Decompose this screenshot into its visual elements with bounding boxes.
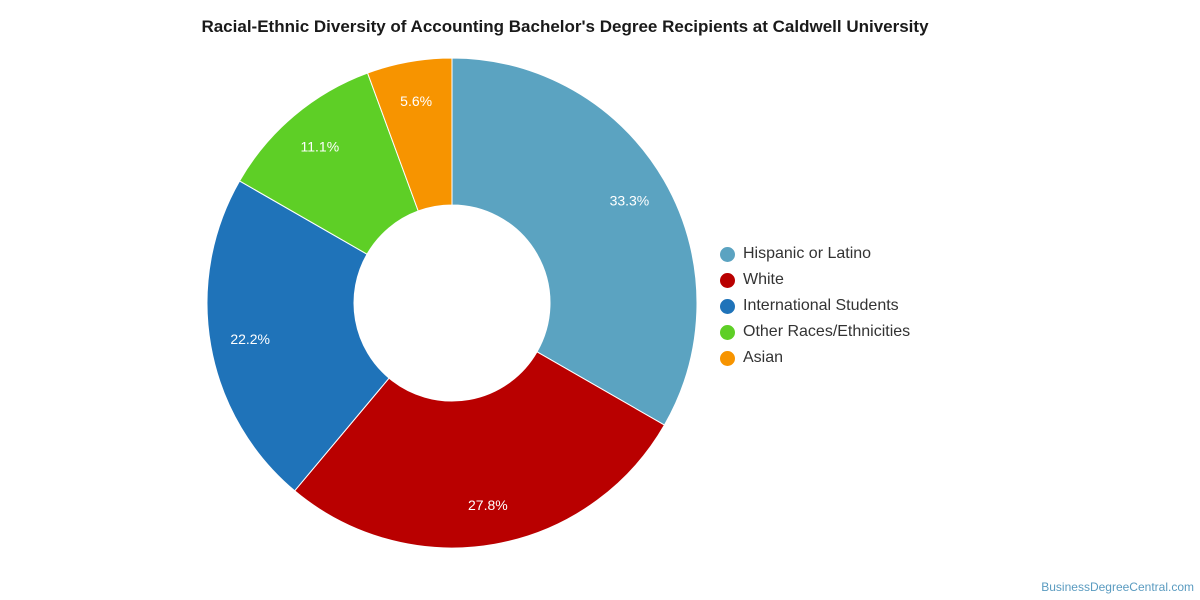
legend-swatch (720, 246, 735, 262)
legend-item-other-races-ethnicities[interactable]: Other Races/Ethnicities (720, 319, 910, 345)
donut-slice-asian[interactable] (366, 57, 453, 212)
legend-item-international-students[interactable]: International Students (720, 293, 910, 319)
source-credit-link[interactable]: BusinessDegreeCentral.com (1041, 580, 1194, 594)
donut-slice-other-races-ethnicities[interactable] (238, 72, 419, 255)
legend-label: International Students (743, 297, 899, 314)
legend-item-white[interactable]: White (720, 267, 910, 293)
slice-value-label: 5.6% (400, 93, 432, 109)
legend-swatch (720, 272, 735, 288)
chart-legend: Hispanic or Latino White International S… (720, 241, 910, 371)
slice-value-label: 33.3% (610, 192, 650, 208)
donut-slice-white[interactable] (293, 351, 666, 549)
slice-value-label: 11.1% (301, 138, 340, 154)
donut-slice-hispanic-or-latino[interactable] (451, 57, 698, 426)
legend-label: Other Races/Ethnicities (743, 323, 911, 340)
legend-swatch (720, 324, 735, 340)
slice-value-label: 27.8% (468, 497, 508, 513)
legend-item-hispanic-or-latino[interactable]: Hispanic or Latino (720, 241, 910, 267)
legend-swatch (720, 298, 735, 314)
slice-value-label: 22.2% (230, 331, 270, 347)
legend-label: Hispanic or Latino (743, 245, 872, 262)
donut-slice-international-students[interactable] (206, 180, 390, 492)
legend-item-asian[interactable]: Asian (720, 345, 910, 371)
legend-label: White (743, 271, 784, 288)
chart-title: Racial-Ethnic Diversity of Accounting Ba… (201, 17, 929, 36)
legend-swatch (720, 350, 735, 366)
legend-label: Asian (743, 349, 784, 366)
